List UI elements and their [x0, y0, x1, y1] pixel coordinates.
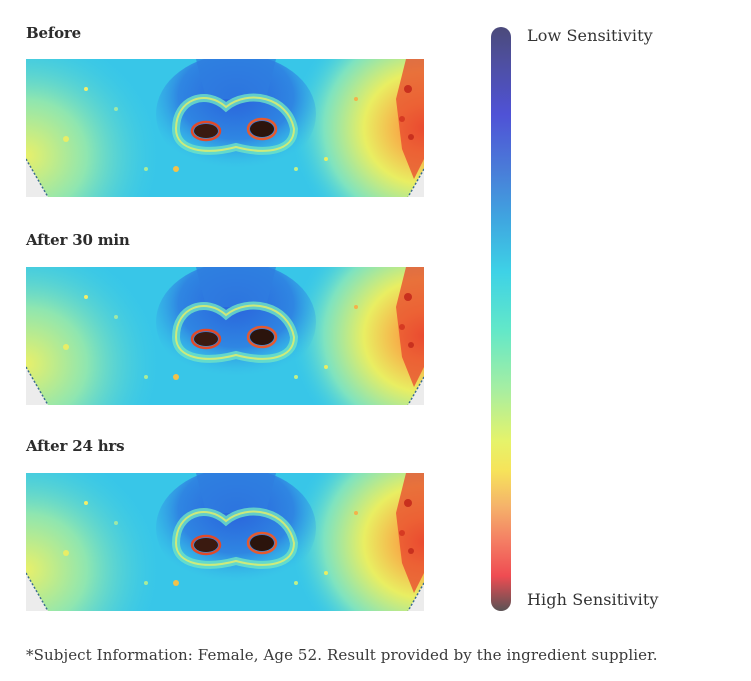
thermal-map-before [26, 59, 424, 197]
scale-label-high: High Sensitivity [527, 590, 659, 609]
panel-label-after-24-hrs: After 24 hrs [26, 437, 125, 455]
thermal-image-after-30-min [26, 267, 424, 405]
panel-label-after-30-min: After 30 min [26, 231, 130, 249]
thermal-image-after-24-hrs [26, 473, 424, 611]
thermal-image-before [26, 59, 424, 197]
thermal-map-after-24-hrs [26, 473, 424, 611]
subject-footnote: *Subject Information: Female, Age 52. Re… [26, 646, 658, 664]
thermal-map-after-30-min [26, 267, 424, 405]
panel-label-before: Before [26, 24, 81, 42]
scale-label-low: Low Sensitivity [527, 26, 653, 45]
sensitivity-color-scale [491, 27, 511, 611]
